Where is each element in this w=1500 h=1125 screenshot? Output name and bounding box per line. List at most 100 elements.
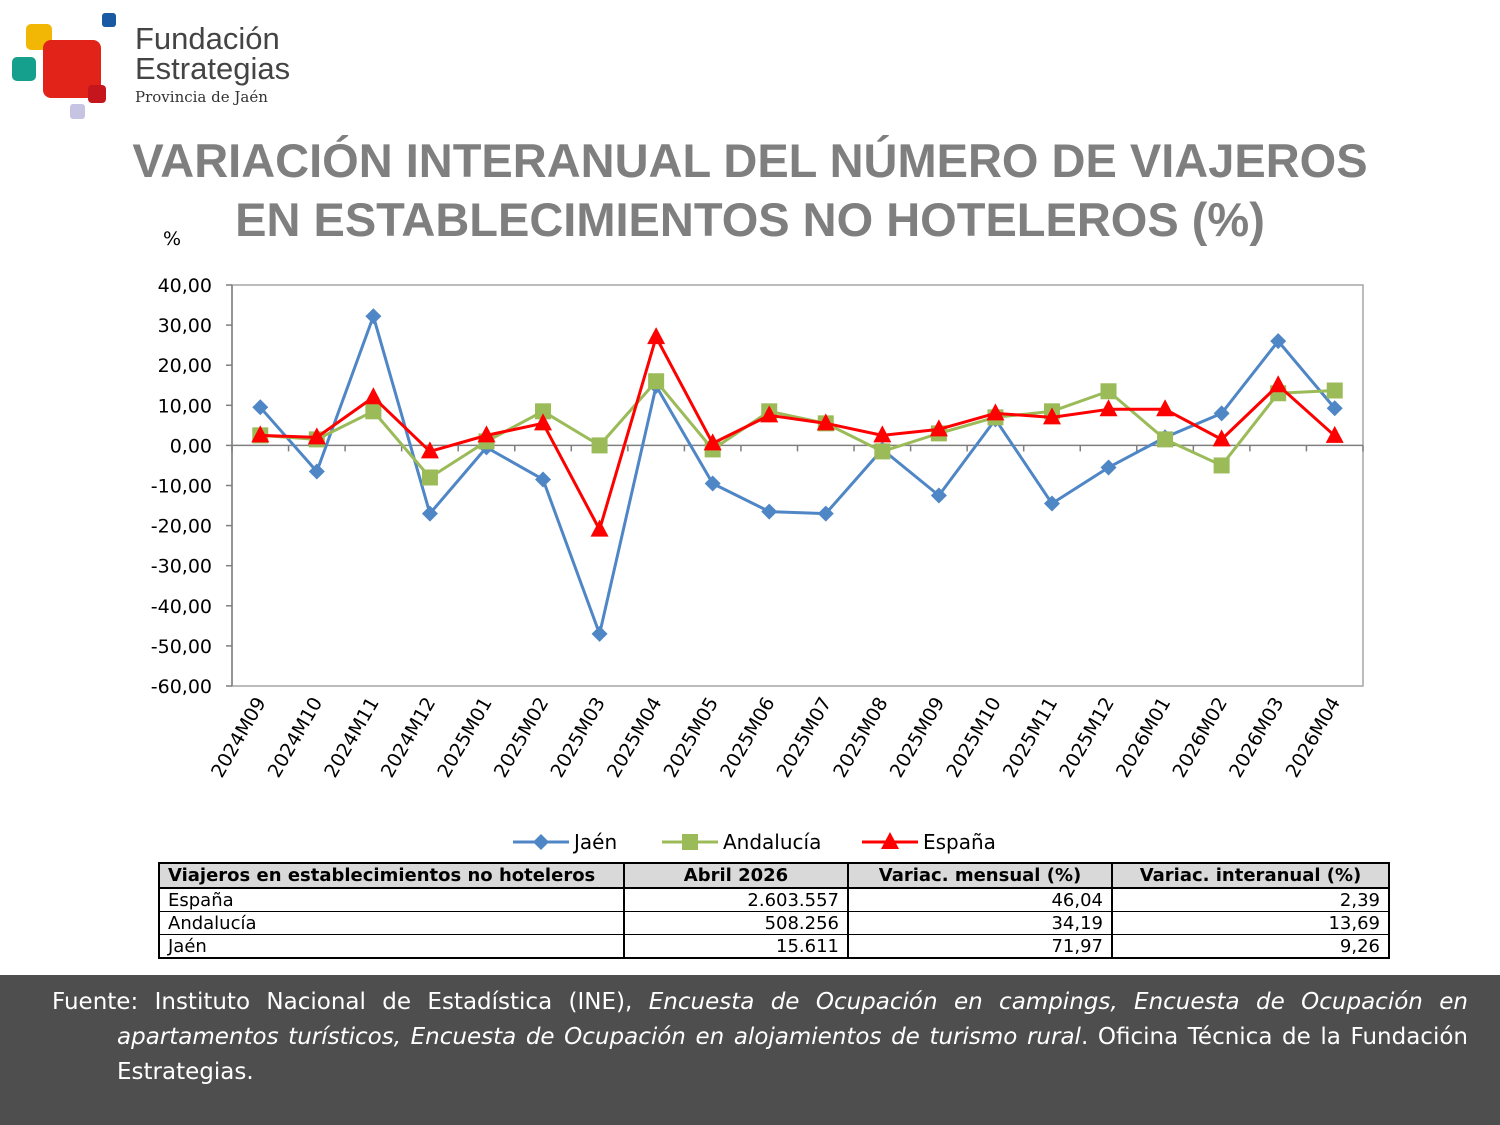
y-tick-label: -30,00 xyxy=(151,556,212,578)
legend-label-espana: España xyxy=(923,830,996,854)
x-tick-label: 2025M04 xyxy=(603,694,667,782)
legend-label-jaen: Jaén xyxy=(572,830,617,854)
table-cell: 2.603.557 xyxy=(623,887,849,912)
data-point-espana xyxy=(307,427,326,445)
data-point-andalucia xyxy=(365,403,382,420)
logo-square-teal xyxy=(12,57,36,81)
source-italic: Encuesta de Ocupación en campings, Encue… xyxy=(117,989,1468,1050)
page-title-line1: VARIACIÓN INTERANUAL DEL NÚMERO DE VIAJE… xyxy=(132,134,1368,187)
data-point-espana xyxy=(1099,399,1118,417)
table-cell: España xyxy=(158,887,625,912)
data-point-espana xyxy=(873,425,892,443)
logo-text-estrategias: Estrategias xyxy=(135,51,291,86)
x-tick-label: 2025M02 xyxy=(490,694,554,782)
data-point-jaen xyxy=(761,503,778,520)
x-tick-label: 2024M10 xyxy=(264,694,328,782)
table-cell: Andalucía xyxy=(158,911,625,935)
logo-square-darkred xyxy=(88,85,106,103)
series-line-jaen xyxy=(259,314,1336,636)
legend-marker-espana xyxy=(881,832,899,849)
data-point-andalucia xyxy=(1326,382,1343,399)
line-chart: 40,00 30,00 20,00 10,00 0,00 -10,00 -20,00 -30,… xyxy=(151,275,1364,854)
x-tick-label: 2024M12 xyxy=(377,694,441,782)
logo-square-blue xyxy=(102,13,116,27)
data-point-andalucia xyxy=(1100,383,1117,400)
data-point-andalucia xyxy=(535,403,552,420)
x-tick-label: 2025M11 xyxy=(999,694,1063,782)
data-point-espana xyxy=(986,403,1005,421)
table-cell: 46,04 xyxy=(847,887,1113,912)
data-point-jaen xyxy=(421,505,438,522)
x-tick-label: 2025M08 xyxy=(829,694,893,782)
data-point-jaen xyxy=(930,487,947,504)
table-header-cell: Variac. interanual (%) xyxy=(1111,862,1390,889)
data-point-espana xyxy=(929,419,948,437)
data-point-espana xyxy=(647,327,666,345)
data-point-jaen xyxy=(365,308,382,325)
logo-text-provincia: Provincia de Jaén xyxy=(135,88,268,106)
x-tick-label: 2025M01 xyxy=(433,694,497,782)
data-point-jaen xyxy=(1270,333,1287,350)
data-point-jaen xyxy=(704,475,721,492)
x-tick-label: 2025M05 xyxy=(659,694,723,782)
table-cell: 508.256 xyxy=(623,911,849,935)
source-prefix: Fuente: Instituto Nacional de Estadístic… xyxy=(52,989,649,1015)
table-cell: 15.611 xyxy=(623,934,849,959)
data-point-jaen xyxy=(1043,495,1060,512)
data-point-espana xyxy=(1042,407,1061,425)
logo: Fundación Estrategias Provincia de Jaén xyxy=(10,10,330,125)
data-point-espana xyxy=(420,441,439,459)
legend-marker-andalucia xyxy=(682,834,698,850)
y-tick-label: -60,00 xyxy=(151,676,212,698)
page-title-line2: EN ESTABLECIMIENTOS NO HOTELEROS (%) xyxy=(235,193,1265,246)
data-point-espana xyxy=(1269,375,1288,393)
table-cell: 9,26 xyxy=(1111,934,1390,959)
data-point-jaen xyxy=(1326,400,1343,417)
x-tick-label: 2025M03 xyxy=(546,694,610,782)
data-point-andalucia xyxy=(874,443,891,460)
x-tick-label: 2025M10 xyxy=(942,694,1006,782)
y-tick-label: -10,00 xyxy=(151,476,212,498)
data-point-espana xyxy=(760,405,779,423)
logo-text-fundacion: Fundación xyxy=(135,21,280,56)
data-point-espana xyxy=(703,433,722,451)
source-footer: Fuente: Instituto Nacional de Estadístic… xyxy=(0,975,1500,1125)
table-header-cell: Variac. mensual (%) xyxy=(847,862,1113,889)
data-point-jaen xyxy=(817,505,834,522)
x-tick-label: 2025M12 xyxy=(1055,694,1119,782)
x-tick-label: 2025M07 xyxy=(773,694,837,782)
plot-area-border xyxy=(231,284,1364,687)
data-point-andalucia xyxy=(1157,431,1174,448)
data-point-espana xyxy=(1212,429,1231,447)
y-tick-label: 30,00 xyxy=(158,315,212,337)
legend-marker-jaen xyxy=(533,834,549,850)
table-cell: 13,69 xyxy=(1111,911,1390,935)
table-row: Andalucía 508.256 34,19 13,69 xyxy=(158,911,1390,935)
table-cell: Jaén xyxy=(158,934,625,959)
y-tick-label: 0,00 xyxy=(170,435,212,457)
table-cell: 2,39 xyxy=(1111,887,1390,912)
table-row: Jaén 15.611 71,97 9,26 xyxy=(158,934,1390,959)
series-line-espana xyxy=(260,335,1336,532)
table-cell: 71,97 xyxy=(847,934,1113,959)
table-header-cell: Viajeros en establecimientos no hotelero… xyxy=(158,862,625,889)
data-point-espana xyxy=(590,519,609,537)
y-tick-label: 40,00 xyxy=(158,275,212,297)
y-tick-label: -20,00 xyxy=(151,516,212,538)
x-tick-label: 2026M04 xyxy=(1282,694,1346,782)
x-tick-label: 2025M09 xyxy=(886,694,950,782)
y-tick-label: 20,00 xyxy=(158,355,212,377)
data-point-andalucia xyxy=(648,373,665,390)
data-point-espana xyxy=(251,425,270,443)
source-text: Fuente: Instituto Nacional de Estadístic… xyxy=(52,985,1468,1090)
data-point-jaen xyxy=(308,463,325,480)
y-tick-label: 10,00 xyxy=(158,395,212,417)
source-suffix: . Oficina Técnica de la Fundación Estrat… xyxy=(117,1024,1468,1085)
x-tick-label: 2025M06 xyxy=(716,694,780,782)
data-point-espana xyxy=(1325,425,1344,443)
data-point-espana xyxy=(1156,399,1175,417)
table-header-cell: Abril 2026 xyxy=(623,862,849,889)
data-point-jaen xyxy=(1213,405,1230,422)
legend-label-andalucia: Andalucía xyxy=(723,830,821,854)
data-point-espana xyxy=(477,425,496,443)
